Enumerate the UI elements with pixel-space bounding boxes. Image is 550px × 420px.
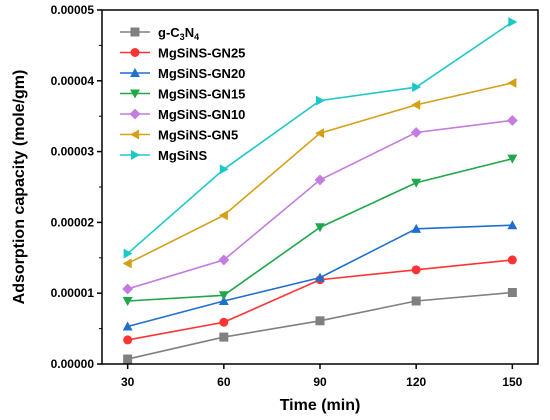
- data-point: [315, 272, 325, 282]
- legend-entry-4: MgSiNS-GN10: [120, 107, 245, 122]
- data-point: [219, 317, 229, 327]
- data-point: [411, 265, 421, 275]
- legend-marker: [129, 108, 141, 120]
- data-point: [123, 354, 133, 364]
- legend-marker: [130, 89, 140, 99]
- data-point: [122, 296, 133, 306]
- legend-entry-2: MgSiNS-GN20: [120, 66, 245, 81]
- data-point: [123, 335, 133, 345]
- legend-entry-1: MgSiNS-GN25: [120, 46, 245, 61]
- data-point: [411, 99, 421, 110]
- data-point: [218, 291, 229, 301]
- y-tick-label: 0.00000: [51, 357, 95, 371]
- legend-label: MgSiNS-GN25: [158, 46, 245, 61]
- plot-frame: [101, 9, 539, 365]
- series-6: [123, 17, 518, 259]
- legend-entry-6: MgSiNS: [120, 148, 207, 163]
- x-tick-label: 150: [502, 375, 522, 389]
- data-point: [507, 287, 517, 297]
- data-point: [507, 220, 518, 230]
- legend-label: MgSiNS-GN5: [158, 128, 238, 143]
- data-point: [507, 255, 517, 265]
- axes: 30 60 90 120 150 0.00000 0.00001 0.00002 0.00003…: [51, 3, 539, 389]
- legend-marker: [130, 27, 140, 37]
- y-tick-label: 0.00003: [51, 145, 95, 159]
- data-point: [122, 321, 133, 331]
- legend-label: g-C3N4: [158, 25, 199, 42]
- data-point: [219, 164, 229, 175]
- x-tick-label: 90: [313, 375, 327, 389]
- legend-entry-5: MgSiNS-GN5: [120, 128, 238, 143]
- x-tick-label: 30: [121, 375, 135, 389]
- legend-label: MgSiNS-GN20: [158, 66, 245, 81]
- series-layer: [122, 17, 518, 364]
- y-axis-title: Adsorption capacity (mole/gm): [11, 70, 28, 305]
- legend: g-C3N4 MgSiNS-GN25 MgSiNS-GN20 MgSiNS-GN15 M…: [120, 25, 245, 163]
- legend-entry-0: g-C3N4: [120, 25, 199, 42]
- data-point: [314, 174, 326, 186]
- y-tick-label: 0.00004: [51, 74, 95, 88]
- data-point: [411, 223, 422, 233]
- data-point: [507, 77, 517, 88]
- legend-entry-3: MgSiNS-GN15: [120, 87, 245, 102]
- legend-marker: [130, 129, 140, 140]
- series-3: [122, 154, 518, 306]
- data-point: [507, 154, 518, 164]
- series-line: [127, 119, 513, 290]
- data-point: [315, 95, 325, 106]
- series-2: [122, 220, 518, 331]
- data-point: [315, 128, 325, 139]
- data-point: [410, 127, 422, 138]
- x-tick-label: 60: [217, 375, 231, 389]
- x-axis-title: Time (min): [280, 397, 361, 414]
- series-4: [122, 115, 518, 295]
- legend-marker: [130, 48, 140, 57]
- series-5: [122, 77, 517, 269]
- legend-label: MgSiNS-GN15: [158, 87, 245, 102]
- data-point: [411, 296, 421, 306]
- data-point: [122, 258, 132, 269]
- data-point: [315, 316, 325, 326]
- data-point: [411, 178, 422, 188]
- legend-marker: [130, 68, 140, 78]
- data-point: [219, 332, 229, 342]
- legend-marker: [130, 150, 140, 160]
- y-tick-label: 0.00002: [51, 215, 95, 229]
- y-tick-label: 0.00005: [51, 3, 95, 17]
- series-0: [123, 287, 517, 364]
- x-tick-label: 120: [406, 375, 426, 389]
- data-point: [315, 223, 325, 233]
- series-1: [123, 255, 517, 345]
- series-line: [127, 291, 513, 360]
- data-point: [412, 82, 422, 93]
- data-point: [508, 17, 518, 27]
- data-point: [218, 210, 228, 221]
- data-point: [122, 283, 134, 295]
- legend-label: MgSiNS: [158, 148, 207, 163]
- data-point: [123, 248, 133, 259]
- data-point: [218, 296, 229, 306]
- data-point: [218, 254, 230, 266]
- data-point: [506, 115, 518, 126]
- y-tick-label: 0.00001: [51, 286, 95, 300]
- legend-label: MgSiNS-GN10: [158, 107, 245, 122]
